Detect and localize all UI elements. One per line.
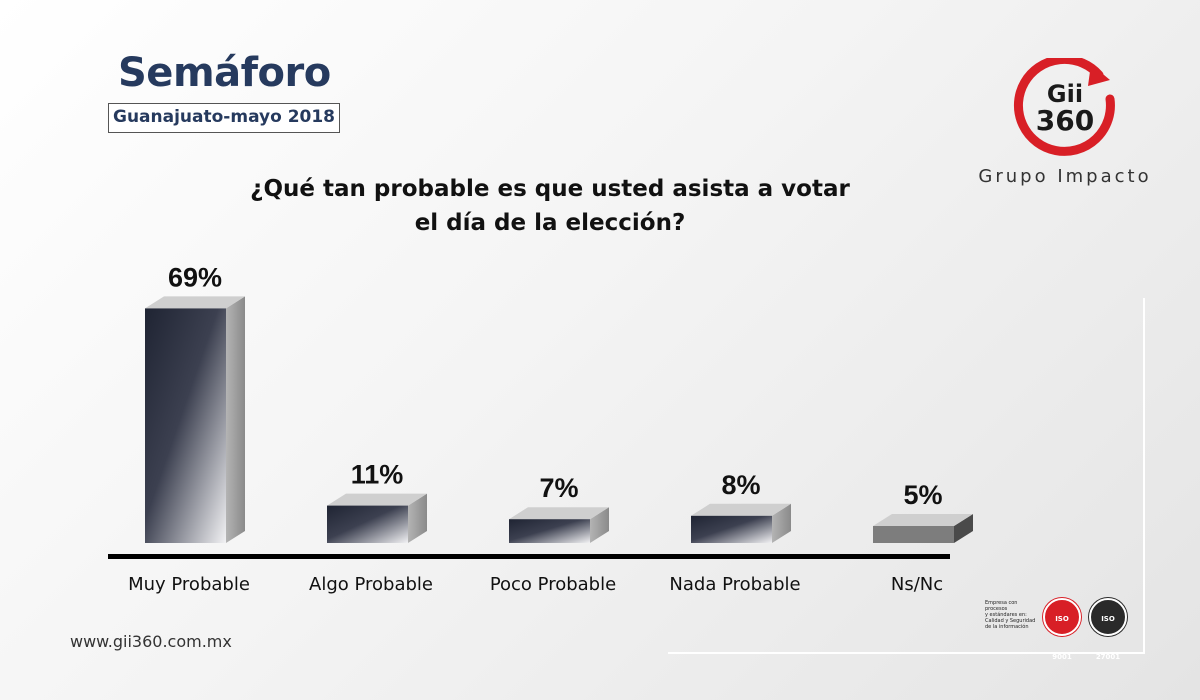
x-tick-label-5: Ns/Nc: [891, 574, 943, 595]
logo-360-text: 360: [1036, 104, 1094, 137]
bar-value-label-2: 11%: [351, 460, 404, 490]
cert-text-line-3: Calidad y Seguridad: [985, 618, 1036, 624]
logo-tagline: Grupo Impacto: [978, 166, 1152, 187]
bar-top-2: [327, 493, 427, 506]
bar-top-4: [691, 503, 791, 516]
footer-url: www.gii360.com.mx: [70, 632, 232, 651]
bar-1: [145, 308, 226, 543]
bar-5: [873, 526, 954, 543]
x-tick-label-2: Algo Probable: [309, 574, 433, 595]
bar-2: [327, 505, 408, 543]
certifications: Empresa con procesos y estándares en: Ca…: [985, 598, 1135, 661]
frame-line-right: [1143, 298, 1145, 653]
bar-top-1: [145, 296, 245, 309]
question-line-1: ¿Qué tan probable es que usted asista a …: [250, 176, 850, 202]
question-line-2: el día de la elección?: [414, 210, 686, 236]
frame-line-bottom: [668, 652, 1145, 654]
x-tick-label-4: Nada Probable: [669, 574, 800, 595]
cert-text-line-4: de la información: [985, 624, 1029, 630]
bar-value-label-3: 7%: [539, 473, 578, 503]
logo-ring-icon: Gii 360: [1013, 54, 1115, 156]
chart-question: ¿Qué tan probable es que usted asista a …: [200, 172, 900, 240]
bar-value-label-4: 8%: [721, 470, 760, 500]
bar-side-4: [772, 503, 791, 543]
bar-top-3: [509, 507, 609, 520]
bar-side-2: [408, 493, 427, 543]
cert-text: Empresa con procesos y estándares en: Ca…: [985, 600, 1040, 630]
page-title: Semáforo: [118, 50, 331, 96]
bar-value-label-5: 5%: [903, 480, 942, 510]
bar-value-label-1: 69%: [168, 262, 222, 292]
bar-side-3: [590, 507, 609, 543]
bar-4: [691, 515, 772, 543]
subtitle-box: Guanajuato-mayo 2018: [108, 103, 340, 133]
iso-9001-seal: ISO 9001: [1043, 598, 1081, 661]
bar-3: [509, 519, 590, 543]
x-tick-label-3: Poco Probable: [490, 574, 616, 595]
logo-gii-text: Gii: [1047, 80, 1083, 108]
iso-27001-seal: ISO 27001: [1089, 598, 1127, 661]
bar-side-5: [954, 514, 973, 543]
brand-logo: Gii 360 Grupo Impacto: [960, 54, 1170, 198]
x-axis-line: [108, 554, 950, 559]
x-tick-label-1: Muy Probable: [128, 574, 250, 595]
cert-text-line-2: y estándares en:: [985, 612, 1027, 618]
bar-top-5: [873, 514, 973, 526]
cert-text-line-1: Empresa con procesos: [985, 600, 1018, 612]
bar-side-1: [226, 296, 245, 543]
